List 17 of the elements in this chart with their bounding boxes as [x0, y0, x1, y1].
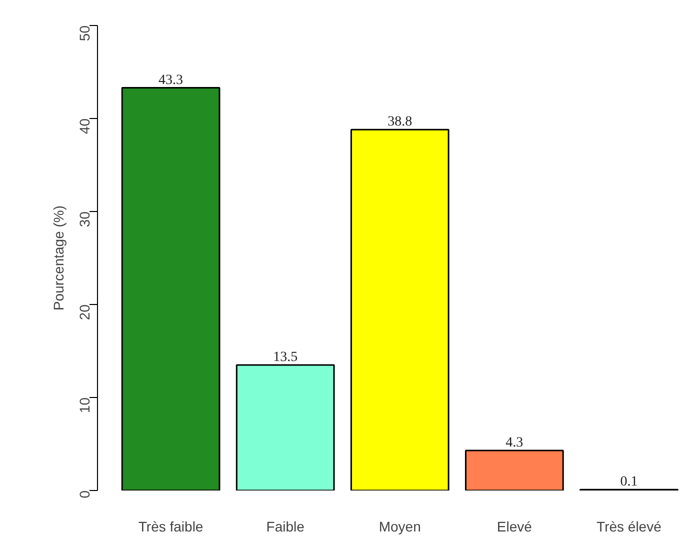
x-tick-label: Faible — [266, 518, 305, 534]
data-label: 43.3 — [158, 72, 184, 88]
data-label: 0.1 — [620, 474, 638, 490]
x-tick-label: Moyen — [378, 518, 421, 534]
y-axis-title: Pourcentage (%) — [50, 205, 66, 311]
y-tick-label: 50 — [76, 25, 92, 42]
y-tick-label: 30 — [76, 211, 92, 228]
data-label: 38.8 — [388, 114, 412, 130]
y-tick-label: 0 — [76, 490, 92, 498]
y-tick-label: 40 — [76, 118, 92, 134]
data-label: 4.3 — [506, 436, 524, 451]
x-tick-label: Elevé — [496, 518, 532, 534]
x-tick-label: Très élevé — [596, 518, 662, 534]
y-tick-label: 20 — [76, 304, 92, 320]
data-label: 13.5 — [273, 350, 298, 365]
y-tick-label: 10 — [76, 397, 92, 414]
x-tick-label: Très faible — [138, 518, 204, 534]
